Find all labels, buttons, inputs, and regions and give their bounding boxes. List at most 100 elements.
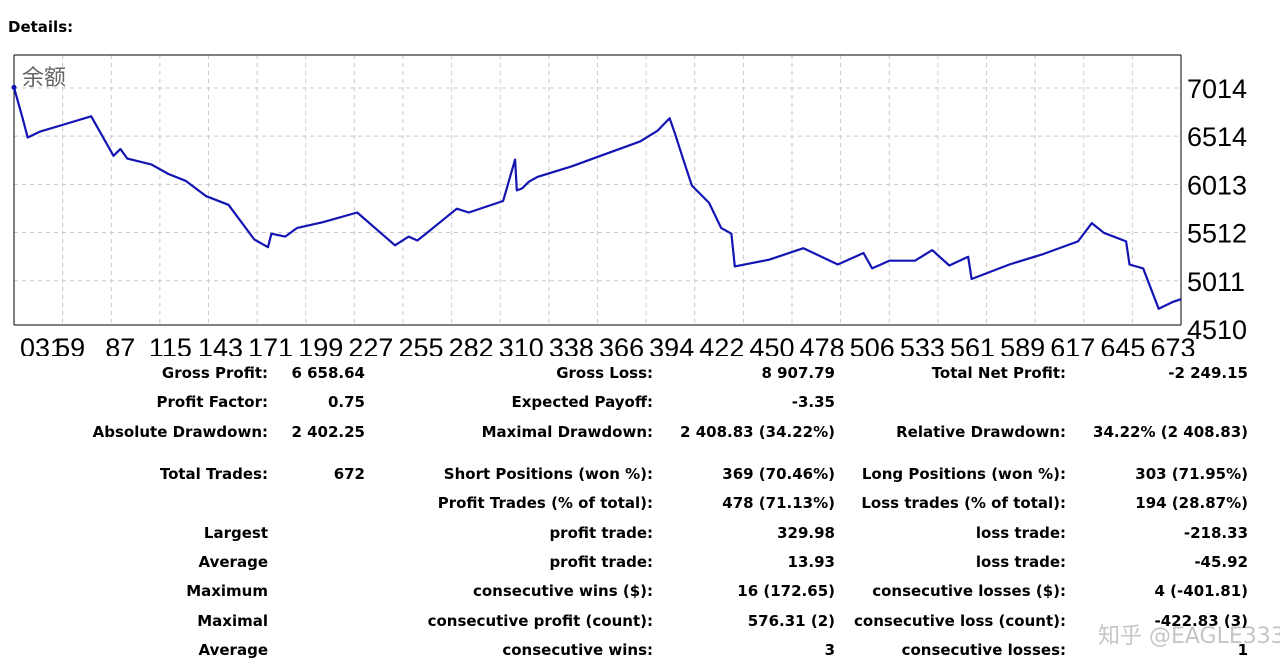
total-trades-label: Total Trades: xyxy=(159,465,268,483)
avg-cons-losses-value: 1 xyxy=(1237,641,1248,659)
expected-payoff-label: Expected Payoff: xyxy=(511,393,653,411)
stats-row-profit-trades: Profit Trades (% of total): 478 (71.13%)… xyxy=(0,494,1280,516)
average-loss-value: -45.92 xyxy=(1194,553,1248,571)
x-tick-label: 561 xyxy=(950,333,995,356)
x-tick-label: 645 xyxy=(1100,333,1145,356)
x-tick-label: 171 xyxy=(248,333,293,356)
absolute-drawdown-label: Absolute Drawdown: xyxy=(92,423,268,441)
x-tick-label: 227 xyxy=(348,333,393,356)
total-net-profit-value: -2 249.15 xyxy=(1168,364,1248,382)
long-positions-value: 303 (71.95%) xyxy=(1135,465,1248,483)
absolute-drawdown-value: 2 402.25 xyxy=(291,423,365,441)
stats-row-average: Average profit trade: 13.93 loss trade: … xyxy=(0,553,1280,575)
y-axis-ticks: 7014 6514 6013 5512 5011 4510 xyxy=(1187,74,1247,345)
x-tick-label: 673 xyxy=(1150,333,1195,356)
y-tick-label: 6514 xyxy=(1187,122,1247,152)
short-positions-value: 369 (70.46%) xyxy=(722,465,835,483)
balance-series-line xyxy=(12,87,1182,310)
maximal-label: Maximal xyxy=(197,612,268,630)
maximal-cons-loss-label: consecutive loss (count): xyxy=(854,612,1066,630)
total-net-profit-label: Total Net Profit: xyxy=(931,364,1066,382)
stats-row-factor: Profit Factor: 0.75 Expected Payoff: -3.… xyxy=(0,393,1280,415)
max-cons-losses-label: consecutive losses ($): xyxy=(872,582,1066,600)
stats-row-drawdown: Absolute Drawdown: 2 402.25 Maximal Draw… xyxy=(0,423,1280,445)
avg-cons-wins-value: 3 xyxy=(824,641,835,659)
x-tick-label: 87 xyxy=(105,333,135,356)
average-profit-value: 13.93 xyxy=(787,553,835,571)
stats-row-trades: Total Trades: 672 Short Positions (won %… xyxy=(0,465,1280,487)
avg-cons-wins-label: consecutive wins: xyxy=(502,641,653,659)
x-tick-label: 338 xyxy=(549,333,594,356)
y-tick-label: 7014 xyxy=(1187,74,1247,104)
largest-loss-label: loss trade: xyxy=(975,524,1066,542)
y-tick-label: 4510 xyxy=(1187,315,1247,345)
profit-factor-label: Profit Factor: xyxy=(156,393,268,411)
average-loss-label: loss trade: xyxy=(975,553,1066,571)
x-tick-label: 589 xyxy=(1000,333,1045,356)
profit-trades-value: 478 (71.13%) xyxy=(722,494,835,512)
x-tick-label: 450 xyxy=(749,333,794,356)
x-tick-label: 59 xyxy=(55,333,85,356)
gross-profit-value: 6 658.64 xyxy=(291,364,365,382)
avg-cons-losses-label: consecutive losses: xyxy=(901,641,1066,659)
x-tick-label: 506 xyxy=(850,333,895,356)
details-title: Details: xyxy=(8,18,74,36)
stats-row-average-consecutive: Average consecutive wins: 3 consecutive … xyxy=(0,641,1280,663)
average-profit-label: profit trade: xyxy=(549,553,653,571)
relative-drawdown-value: 34.22% (2 408.83) xyxy=(1093,423,1248,441)
short-positions-label: Short Positions (won %): xyxy=(443,465,653,483)
stats-row-profit: Gross Profit: 6 658.64 Gross Loss: 8 907… xyxy=(0,364,1280,386)
gross-profit-label: Gross Profit: xyxy=(161,364,268,382)
x-tick-label: 031 xyxy=(20,333,65,356)
balance-start-point xyxy=(11,84,17,90)
x-tick-label: 394 xyxy=(649,333,694,356)
x-tick-label: 255 xyxy=(399,333,444,356)
maximal-drawdown-value: 2 408.83 (34.22%) xyxy=(680,423,835,441)
total-trades-value: 672 xyxy=(333,465,365,483)
x-tick-label: 533 xyxy=(900,333,945,356)
max-cons-wins-value: 16 (172.65) xyxy=(737,582,835,600)
profit-factor-value: 0.75 xyxy=(327,393,365,411)
max-cons-losses-value: 4 (-401.81) xyxy=(1154,582,1248,600)
loss-trades-value: 194 (28.87%) xyxy=(1135,494,1248,512)
gross-loss-label: Gross Loss: xyxy=(556,364,653,382)
largest-label: Largest xyxy=(203,524,268,542)
maximal-cons-loss-value: -422.83 (3) xyxy=(1154,612,1248,630)
x-tick-label: 199 xyxy=(298,333,343,356)
x-tick-label: 478 xyxy=(800,333,845,356)
average-consecutive-label: Average xyxy=(198,641,268,659)
x-tick-label: 143 xyxy=(198,333,243,356)
x-tick-label: 617 xyxy=(1050,333,1095,356)
loss-trades-label: Loss trades (% of total): xyxy=(861,494,1066,512)
y-tick-label: 5011 xyxy=(1187,267,1245,297)
long-positions-label: Long Positions (won %): xyxy=(861,465,1066,483)
x-tick-label: 310 xyxy=(499,333,544,356)
largest-profit-label: profit trade: xyxy=(549,524,653,542)
average-label: Average xyxy=(198,553,268,571)
maximal-cons-profit-label: consecutive profit (count): xyxy=(427,612,653,630)
chart-legend: 余额 xyxy=(22,66,66,91)
watermark: 知乎 @EAGLE333 xyxy=(1098,624,1280,649)
gross-loss-value: 8 907.79 xyxy=(761,364,835,382)
stats-row-largest: Largest profit trade: 329.98 loss trade:… xyxy=(0,524,1280,546)
maximal-cons-profit-value: 576.31 (2) xyxy=(747,612,835,630)
x-tick-label: 115 xyxy=(149,333,192,356)
profit-trades-label: Profit Trades (% of total): xyxy=(437,494,653,512)
stats-row-maximal: Maximal consecutive profit (count): 576.… xyxy=(0,612,1280,634)
maximal-drawdown-label: Maximal Drawdown: xyxy=(481,423,653,441)
maximum-label: Maximum xyxy=(186,582,268,600)
largest-loss-value: -218.33 xyxy=(1183,524,1248,542)
stats-row-maximum: Maximum consecutive wins ($): 16 (172.65… xyxy=(0,582,1280,604)
x-tick-label: 366 xyxy=(599,333,644,356)
x-tick-label: 422 xyxy=(699,333,744,356)
chart-grid xyxy=(14,55,1181,325)
x-tick-label: 282 xyxy=(449,333,494,356)
y-tick-label: 5512 xyxy=(1187,219,1247,249)
largest-profit-value: 329.98 xyxy=(777,524,835,542)
relative-drawdown-label: Relative Drawdown: xyxy=(896,423,1066,441)
y-tick-label: 6013 xyxy=(1187,170,1247,200)
expected-payoff-value: -3.35 xyxy=(791,393,835,411)
max-cons-wins-label: consecutive wins ($): xyxy=(472,582,653,600)
